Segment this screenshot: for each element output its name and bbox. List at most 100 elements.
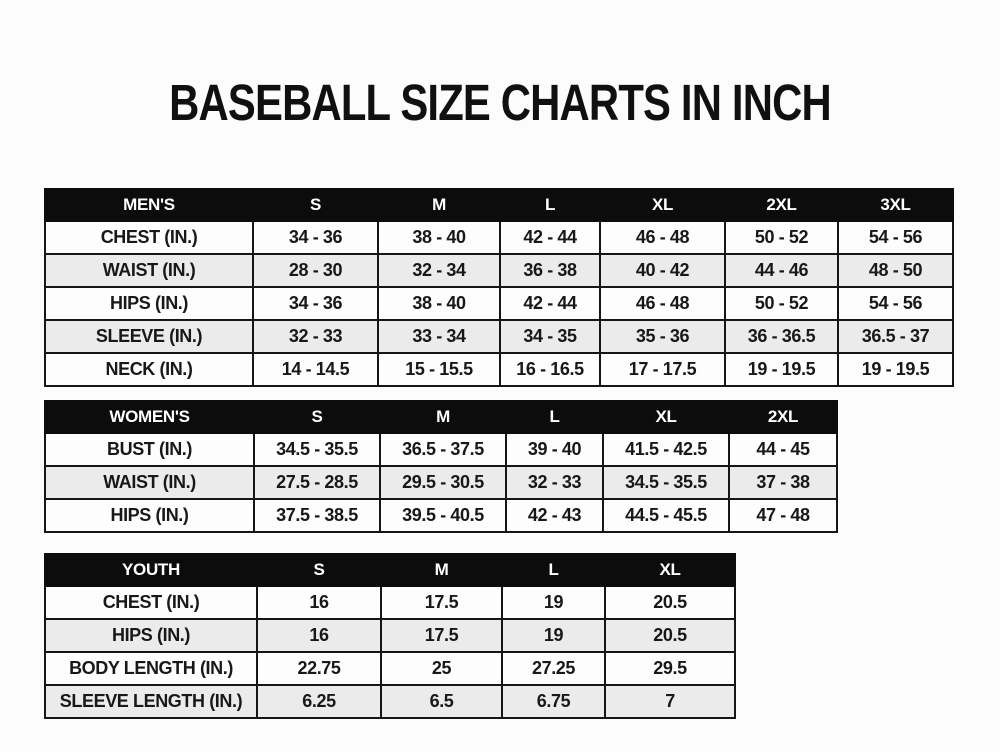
- size-value-cell: 44 - 46: [724, 253, 839, 288]
- size-value-cell: 36.5 - 37: [837, 319, 954, 354]
- size-value-cell: 32 - 33: [505, 465, 604, 500]
- size-column-header: L: [499, 188, 601, 222]
- size-value-cell: 19 - 19.5: [837, 352, 954, 387]
- size-column-header: XL: [599, 188, 726, 222]
- size-column-header: L: [501, 553, 606, 587]
- size-value-cell: 38 - 40: [377, 286, 501, 321]
- size-value-cell: 32 - 34: [377, 253, 501, 288]
- size-value-cell: 19 - 19.5: [724, 352, 839, 387]
- size-value-cell: 34 - 36: [252, 220, 379, 255]
- size-value-cell: 50 - 52: [724, 286, 839, 321]
- table-row: BUST (IN.) 34.5 - 35.5 36.5 - 37.5 39 - 40 4…: [44, 432, 838, 467]
- size-value-cell: 6.5: [380, 684, 503, 719]
- size-value-cell: 37 - 38: [728, 465, 838, 500]
- table-row: NECK (IN.) 14 - 14.5 15 - 15.5 16 - 16.5 17 …: [44, 352, 954, 387]
- size-value-cell: 40 - 42: [599, 253, 726, 288]
- size-value-cell: 14 - 14.5: [252, 352, 379, 387]
- size-value-cell: 42 - 44: [499, 220, 601, 255]
- youth-size-table: YOUTH S M L XL CHEST (IN.) 16 17.5 19 20.5 HIPS (I…: [44, 553, 736, 719]
- size-column-header: XL: [604, 553, 736, 587]
- table-row: CHEST (IN.) 34 - 36 38 - 40 42 - 44 46 - 48 5…: [44, 220, 954, 255]
- size-value-cell: 19: [501, 585, 606, 620]
- table-row: BODY LENGTH (IN.) 22.75 25 27.25 29.5: [44, 651, 736, 686]
- size-value-cell: 38 - 40: [377, 220, 501, 255]
- table-title-cell: YOUTH: [44, 553, 258, 587]
- size-value-cell: 54 - 56: [837, 220, 954, 255]
- size-value-cell: 36 - 38: [499, 253, 601, 288]
- row-label: BODY LENGTH (IN.): [44, 651, 258, 686]
- size-value-cell: 34.5 - 35.5: [602, 465, 730, 500]
- size-value-cell: 7: [604, 684, 736, 719]
- row-label: WAIST (IN.): [44, 465, 255, 500]
- size-value-cell: 17 - 17.5: [599, 352, 726, 387]
- size-value-cell: 22.75: [256, 651, 382, 686]
- size-column-header: 2XL: [724, 188, 839, 222]
- size-value-cell: 36 - 36.5: [724, 319, 839, 354]
- size-value-cell: 6.25: [256, 684, 382, 719]
- size-column-header: S: [256, 553, 382, 587]
- size-value-cell: 6.75: [501, 684, 606, 719]
- table-title-cell: MEN'S: [44, 188, 254, 222]
- size-value-cell: 34.5 - 35.5: [253, 432, 381, 467]
- row-label: BUST (IN.): [44, 432, 255, 467]
- header-row: WOMEN'S S M L XL 2XL: [44, 400, 838, 434]
- size-value-cell: 37.5 - 38.5: [253, 498, 381, 533]
- size-value-cell: 32 - 33: [252, 319, 379, 354]
- table-row: CHEST (IN.) 16 17.5 19 20.5: [44, 585, 736, 620]
- row-label: CHEST (IN.): [44, 220, 254, 255]
- size-value-cell: 44 - 45: [728, 432, 838, 467]
- page-title: BASEBALL SIZE CHARTS IN INCH: [169, 74, 832, 131]
- size-value-cell: 36.5 - 37.5: [379, 432, 507, 467]
- size-column-header: S: [253, 400, 381, 434]
- size-value-cell: 15 - 15.5: [377, 352, 501, 387]
- table-row: HIPS (IN.) 34 - 36 38 - 40 42 - 44 46 - 48 50…: [44, 286, 954, 321]
- size-column-header: M: [377, 188, 501, 222]
- size-value-cell: 25: [380, 651, 503, 686]
- size-value-cell: 50 - 52: [724, 220, 839, 255]
- size-value-cell: 35 - 36: [599, 319, 726, 354]
- table-row: SLEEVE LENGTH (IN.) 6.25 6.5 6.75 7: [44, 684, 736, 719]
- size-column-header: L: [505, 400, 604, 434]
- size-value-cell: 29.5: [604, 651, 736, 686]
- size-value-cell: 47 - 48: [728, 498, 838, 533]
- size-value-cell: 34 - 35: [499, 319, 601, 354]
- size-value-cell: 16 - 16.5: [499, 352, 601, 387]
- womens-size-table: WOMEN'S S M L XL 2XL BUST (IN.) 34.5 - 35.5 36.5…: [44, 400, 838, 533]
- row-label: NECK (IN.): [44, 352, 254, 387]
- size-value-cell: 39 - 40: [505, 432, 604, 467]
- size-column-header: 3XL: [837, 188, 954, 222]
- row-label: HIPS (IN.): [44, 286, 254, 321]
- size-value-cell: 16: [256, 585, 382, 620]
- table-row: WAIST (IN.) 28 - 30 32 - 34 36 - 38 40 - 42 4…: [44, 253, 954, 288]
- size-value-cell: 17.5: [380, 585, 503, 620]
- size-value-cell: 27.5 - 28.5: [253, 465, 381, 500]
- size-column-header: M: [380, 553, 503, 587]
- row-label: SLEEVE LENGTH (IN.): [44, 684, 258, 719]
- row-label: HIPS (IN.): [44, 618, 258, 653]
- size-value-cell: 39.5 - 40.5: [379, 498, 507, 533]
- table-row: SLEEVE (IN.) 32 - 33 33 - 34 34 - 35 35 - 36…: [44, 319, 954, 354]
- size-value-cell: 29.5 - 30.5: [379, 465, 507, 500]
- size-value-cell: 27.25: [501, 651, 606, 686]
- size-value-cell: 33 - 34: [377, 319, 501, 354]
- size-value-cell: 41.5 - 42.5: [602, 432, 730, 467]
- row-label: HIPS (IN.): [44, 498, 255, 533]
- size-value-cell: 16: [256, 618, 382, 653]
- size-column-header: M: [379, 400, 507, 434]
- size-value-cell: 34 - 36: [252, 286, 379, 321]
- size-value-cell: 19: [501, 618, 606, 653]
- size-column-header: XL: [602, 400, 730, 434]
- size-value-cell: 48 - 50: [837, 253, 954, 288]
- table-title-cell: WOMEN'S: [44, 400, 255, 434]
- size-value-cell: 54 - 56: [837, 286, 954, 321]
- size-value-cell: 28 - 30: [252, 253, 379, 288]
- table-row: HIPS (IN.) 16 17.5 19 20.5: [44, 618, 736, 653]
- size-value-cell: 17.5: [380, 618, 503, 653]
- size-value-cell: 42 - 43: [505, 498, 604, 533]
- row-label: WAIST (IN.): [44, 253, 254, 288]
- header-row: YOUTH S M L XL: [44, 553, 736, 587]
- size-value-cell: 42 - 44: [499, 286, 601, 321]
- row-label: CHEST (IN.): [44, 585, 258, 620]
- size-column-header: 2XL: [728, 400, 838, 434]
